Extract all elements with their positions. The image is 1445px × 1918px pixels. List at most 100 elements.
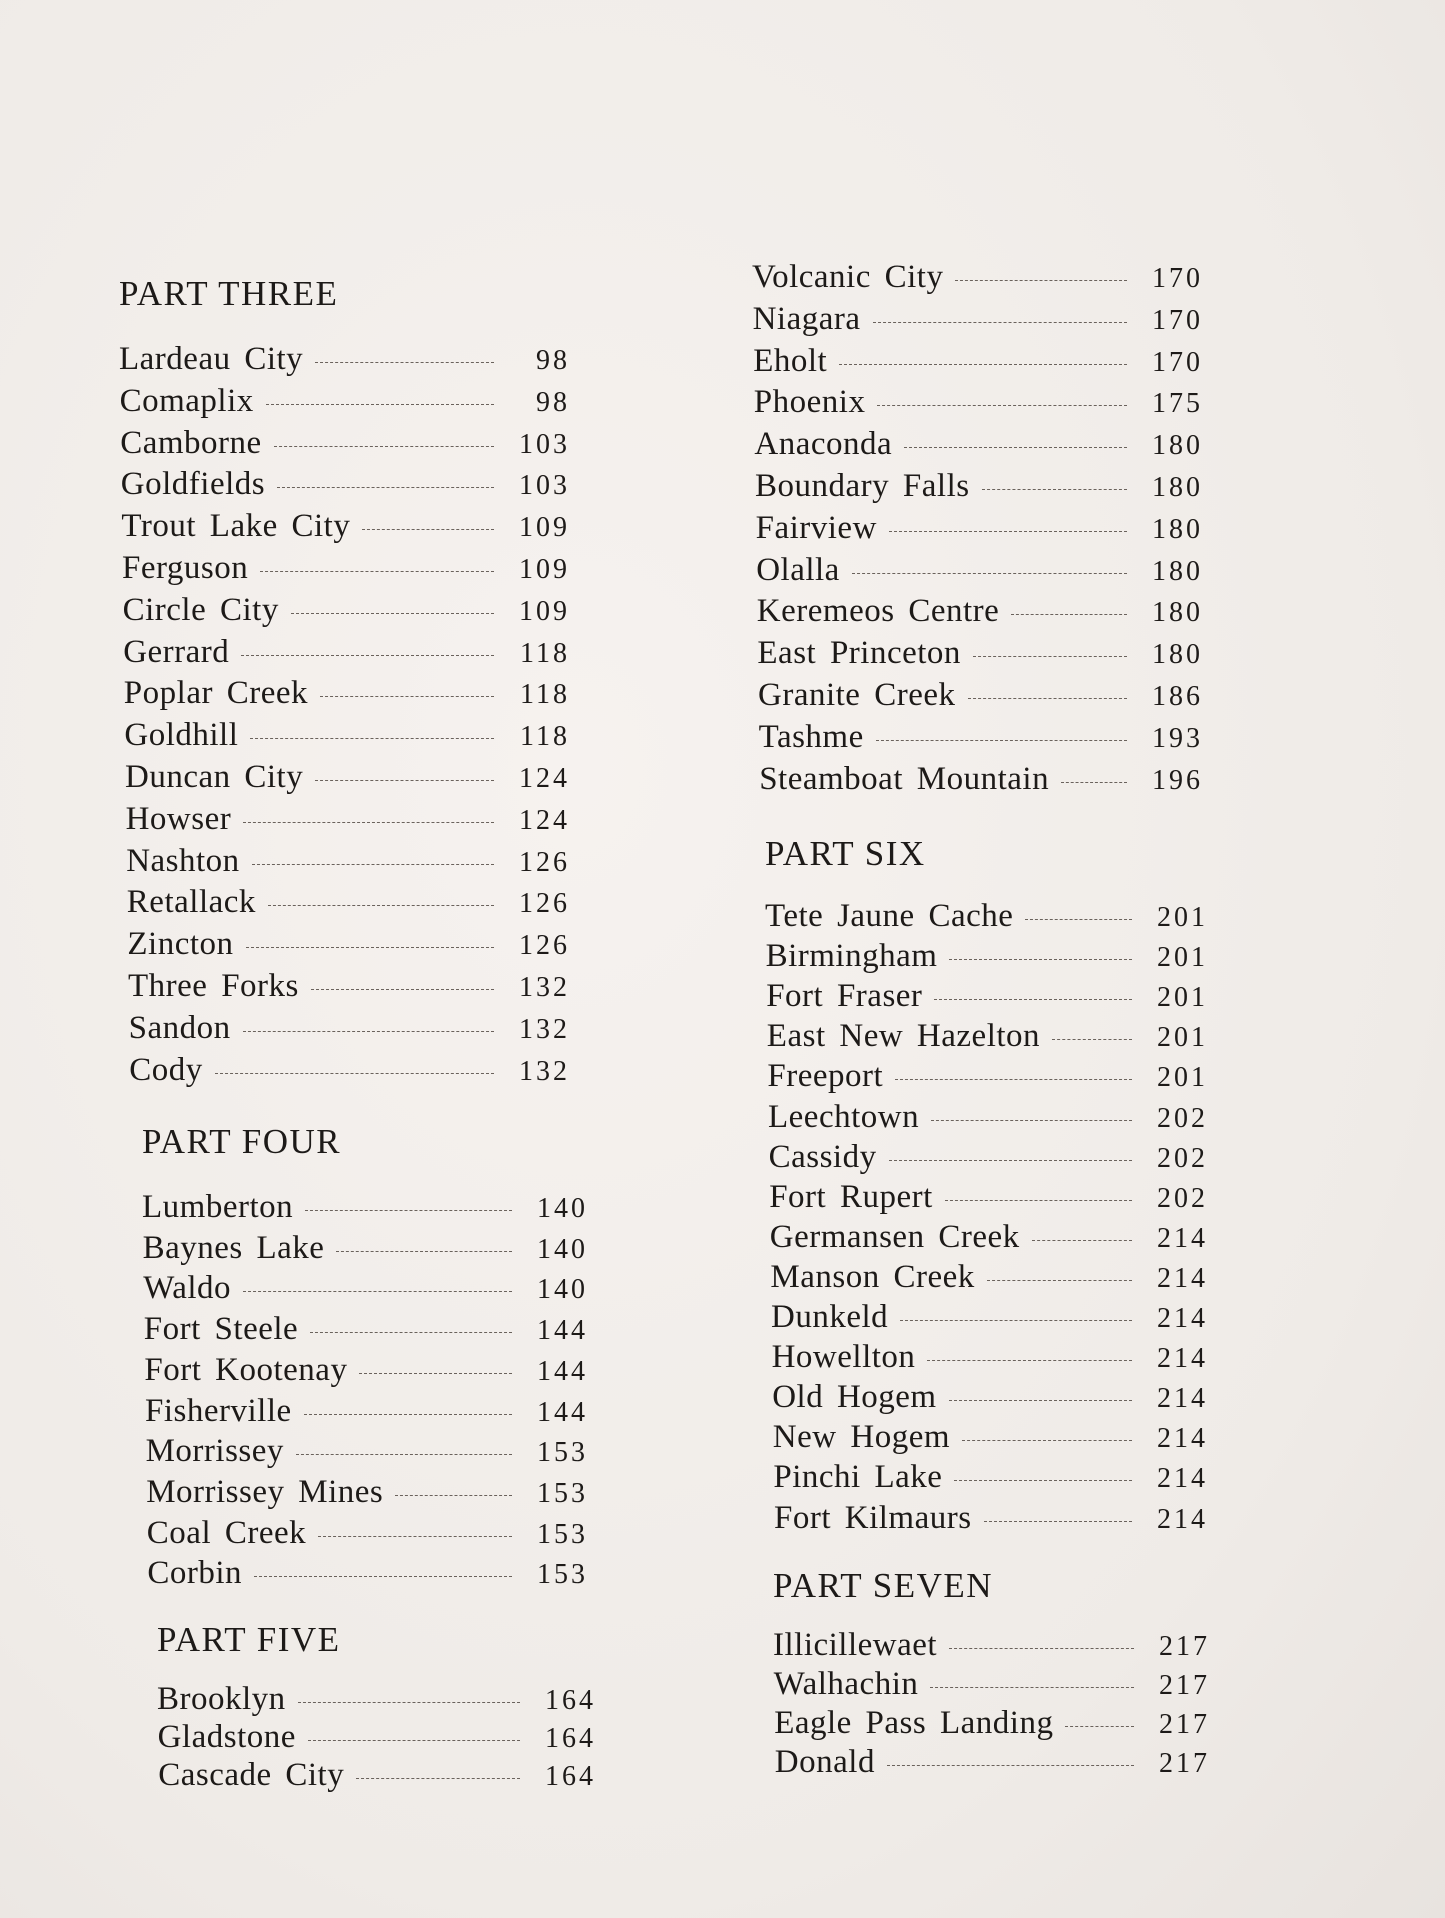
page-number: 175 <box>1152 388 1203 420</box>
toc-entry: Lardeau City 98 <box>119 341 570 378</box>
dot-leader <box>872 321 1127 323</box>
toc-entry: Germansen Creek 214 <box>770 1219 1208 1256</box>
toc-entry: Birmingham 201 <box>766 938 1208 975</box>
dot-leader <box>254 1576 512 1578</box>
entry-name: Eagle Pass Landing <box>774 1705 1054 1741</box>
page-number: 202 <box>1157 1182 1208 1214</box>
entry-name: Anaconda <box>754 426 893 463</box>
dot-leader <box>986 1279 1132 1281</box>
entry-name: Waldo <box>143 1270 232 1307</box>
entry-name: Boundary Falls <box>755 468 970 504</box>
toc-entry: Camborne 103 <box>120 425 570 462</box>
dot-leader <box>359 1372 512 1374</box>
page-number: 170 <box>1152 304 1203 336</box>
entry-name: Old Hogem <box>772 1379 937 1416</box>
page-number: 109 <box>519 595 570 627</box>
dot-leader <box>242 1030 494 1032</box>
page-number: 126 <box>519 846 570 878</box>
entry-name: East New Hazelton <box>766 1018 1041 1055</box>
dot-leader <box>277 487 494 489</box>
dot-leader <box>888 530 1127 532</box>
entry-name: Fort Kootenay <box>144 1351 348 1388</box>
toc-entry: Three Forks 132 <box>128 968 570 1005</box>
toc-entry: Manson Creek 214 <box>770 1259 1208 1296</box>
toc-entry: Keremeos Centre 180 <box>757 593 1203 630</box>
page-number: 103 <box>519 470 570 502</box>
dot-leader <box>1065 1726 1134 1727</box>
toc-entry: Howellton 214 <box>772 1339 1208 1376</box>
page-number: 214 <box>1157 1463 1208 1495</box>
page-number: 214 <box>1157 1503 1208 1535</box>
page-number: 164 <box>545 1723 596 1754</box>
page-number: 202 <box>1157 1142 1208 1174</box>
entry-name: Niagara <box>752 300 861 337</box>
toc-entry: Illicillewaet 217 <box>773 1627 1210 1664</box>
page-number: 217 <box>1159 1670 1210 1701</box>
toc-entry: Fort Fraser 201 <box>766 978 1208 1015</box>
page-number: 164 <box>545 1761 596 1792</box>
toc-entry: Fisherville 144 <box>145 1393 588 1430</box>
entry-name: Circle City <box>122 591 279 628</box>
entry-name: Illicillewaet <box>773 1627 938 1663</box>
toc-entry: Zincton 126 <box>127 926 570 963</box>
page-number: 170 <box>1152 346 1203 378</box>
entry-name: Morrissey <box>145 1433 284 1470</box>
entry-name: Keremeos Centre <box>756 593 1000 630</box>
dot-leader <box>934 999 1132 1001</box>
dot-leader <box>927 1360 1132 1362</box>
page-number: 109 <box>519 554 570 585</box>
dot-leader <box>931 1119 1132 1121</box>
page-number: 98 <box>536 345 570 376</box>
page-number: 124 <box>519 804 570 836</box>
page-number: 180 <box>1152 597 1203 629</box>
toc-entry: Old Hogem 214 <box>772 1379 1208 1416</box>
page-number: 214 <box>1157 1383 1208 1415</box>
toc-entry: Lumberton 140 <box>142 1189 588 1226</box>
page-number: 170 <box>1152 263 1203 294</box>
dot-leader <box>267 905 494 907</box>
dot-leader <box>310 989 494 990</box>
dot-leader <box>1031 1239 1132 1241</box>
dot-leader <box>290 612 494 614</box>
toc-entry: Comaplix 98 <box>120 383 570 420</box>
dot-leader <box>395 1494 512 1496</box>
toc-entry: Volcanic City 170 <box>752 259 1203 296</box>
toc-entry: Fairview 180 <box>756 510 1203 547</box>
entry-name: Tete Jaune Cache <box>765 898 1014 934</box>
dot-leader <box>336 1250 512 1252</box>
dot-leader <box>851 572 1127 574</box>
page-number: 144 <box>537 1315 588 1347</box>
toc-entry: Steamboat Mountain 196 <box>759 761 1203 798</box>
entry-name: Granite Creek <box>758 677 956 713</box>
toc-entry: Pinchi Lake 214 <box>773 1459 1208 1496</box>
toc-entry: Coal Creek 153 <box>147 1515 588 1552</box>
entry-name: Gladstone <box>157 1719 296 1755</box>
entry-name: Lumberton <box>142 1189 294 1225</box>
dot-leader <box>900 1320 1132 1321</box>
page-number: 103 <box>519 428 570 460</box>
page-number: 201 <box>1157 982 1208 1014</box>
part-heading: PART FIVE <box>157 1620 341 1659</box>
entry-name: Goldfields <box>120 466 266 503</box>
dot-leader <box>356 1778 520 1779</box>
page-number: 193 <box>1152 722 1203 754</box>
page-number: 118 <box>520 637 570 669</box>
entry-name: Fairview <box>755 509 877 546</box>
dot-leader <box>250 738 494 740</box>
page-number: 201 <box>1157 1062 1208 1094</box>
dot-leader <box>245 947 494 949</box>
page-number: 180 <box>1152 472 1203 503</box>
entry-name: Gerrard <box>123 633 230 670</box>
dot-leader <box>295 1454 512 1456</box>
page-number: 180 <box>1152 430 1203 462</box>
dot-leader <box>310 1332 512 1334</box>
entry-name: Goldhill <box>124 717 239 754</box>
toc-entry: Gladstone 164 <box>158 1719 596 1756</box>
toc-entry: New Hogem 214 <box>773 1419 1208 1456</box>
page-number: 109 <box>519 512 570 544</box>
page-number: 126 <box>519 888 570 920</box>
dot-leader <box>320 696 494 698</box>
page-number: 217 <box>1159 1709 1210 1740</box>
entry-name: Tashme <box>758 718 864 755</box>
dot-leader <box>948 1400 1132 1402</box>
